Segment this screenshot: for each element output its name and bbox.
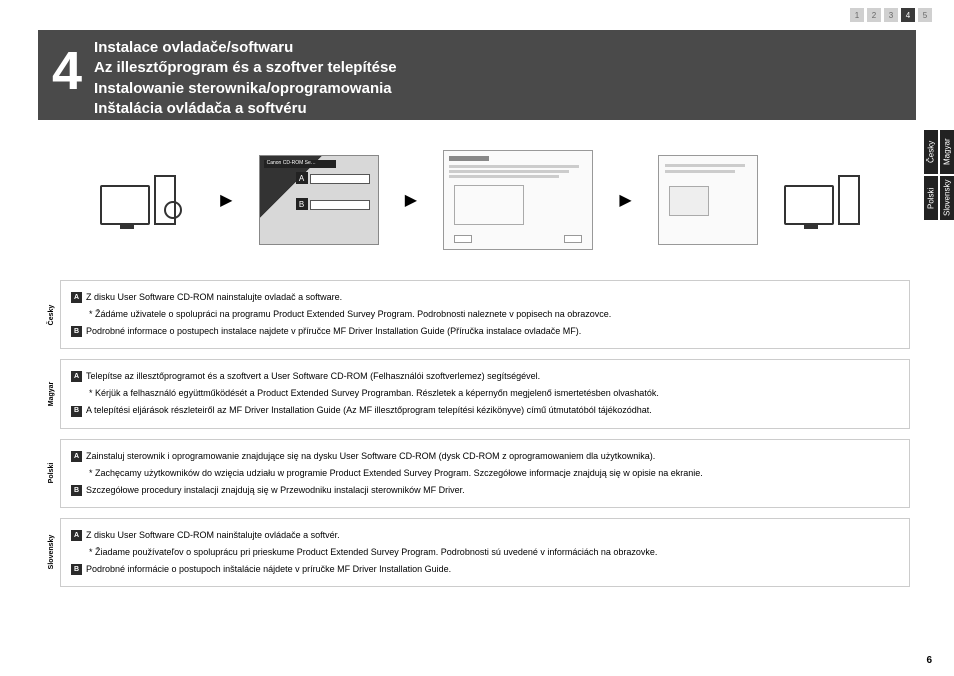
pc-icon (784, 175, 860, 225)
title-sk: Inštalácia ovládača a softvéru (94, 99, 397, 119)
section-header: 4 Instalace ovladače/softwaru Az illeszt… (38, 30, 916, 120)
note-text: * Žádáme uživatele o spolupráci na progr… (89, 306, 899, 323)
marker-a-icon: A (71, 292, 82, 303)
section-česky: ČeskyAZ disku User Software CD-ROM nains… (60, 280, 910, 349)
note-text: * Žiadame používateľov o spoluprácu pri … (89, 544, 899, 561)
text-b: A telepítési eljárások részleteiről az M… (86, 405, 652, 415)
marker-a-icon: A (71, 371, 82, 382)
lang-label: Slovensky (45, 535, 58, 570)
text-a: Z disku User Software CD-ROM nainstalujt… (86, 292, 342, 302)
section-titles: Instalace ovladače/softwaru Az illesztőp… (94, 38, 397, 119)
step-nav-3: 3 (884, 8, 898, 22)
step-nav-2: 2 (867, 8, 881, 22)
cdrom-setup-screenshot: Canon CD-ROM Se… A B (259, 155, 379, 245)
section-magyar: MagyarATelepítse az illesztőprogramot és… (60, 359, 910, 428)
marker-b-icon: B (71, 564, 82, 575)
note-text: * Zachęcamy użytkowników do wzięcia udzi… (89, 465, 899, 482)
marker-b-icon: B (71, 485, 82, 496)
marker-a-icon: A (71, 530, 82, 541)
title-pl: Instalowanie sterownika/oprogramowania (94, 79, 397, 99)
pc-with-cd-icon (100, 175, 194, 225)
step-nav-5: 5 (918, 8, 932, 22)
manual-screenshot (443, 150, 593, 250)
lang-label: Česky (45, 304, 58, 325)
text-a: Z disku User Software CD-ROM nainštalujt… (86, 530, 340, 540)
tab-polski: Polski (924, 176, 938, 220)
section-slovensky: SlovenskyAZ disku User Software CD-ROM n… (60, 518, 910, 587)
marker-a-icon: A (71, 451, 82, 462)
tab-cesky: Česky (924, 130, 938, 174)
step-nav: 12345 (850, 8, 932, 22)
driver-screenshot (658, 155, 758, 245)
tab-slovensky: Slovensky (940, 176, 954, 220)
lang-label: Magyar (45, 382, 58, 407)
title-hu: Az illesztőprogram és a szoftver telepít… (94, 58, 397, 78)
marker-b-icon: B (71, 406, 82, 417)
text-b: Podrobné informácie o postupoch inštalác… (86, 564, 451, 574)
step-nav-4: 4 (901, 8, 915, 22)
arrow-icon: ▶ (619, 190, 631, 210)
language-side-tabs: Česky Polski Magyar Slovensky (924, 130, 954, 220)
note-text: * Kérjük a felhasználó együttműködését a… (89, 385, 899, 402)
install-diagram: ▶ Canon CD-ROM Se… A B ▶ ▶ (100, 140, 860, 260)
tab-magyar: Magyar (940, 130, 954, 174)
text-b: Szczegółowe procedury instalacji znajduj… (86, 485, 465, 495)
text-a: Telepítse az illesztőprogramot és a szof… (86, 371, 540, 381)
instruction-sections: ČeskyAZ disku User Software CD-ROM nains… (60, 280, 910, 597)
marker-b-icon: B (296, 198, 308, 210)
arrow-icon: ▶ (405, 190, 417, 210)
marker-a-icon: A (296, 172, 308, 184)
arrow-icon: ▶ (220, 190, 232, 210)
lang-label: Polski (45, 463, 58, 484)
step-nav-1: 1 (850, 8, 864, 22)
section-polski: PolskiAZainstaluj sterownik i oprogramow… (60, 439, 910, 508)
title-cs: Instalace ovladače/softwaru (94, 38, 397, 58)
marker-b-icon: B (71, 326, 82, 337)
text-b: Podrobné informace o postupech instalace… (86, 326, 581, 336)
step-number: 4 (52, 44, 82, 98)
text-a: Zainstaluj sterownik i oprogramowanie zn… (86, 451, 655, 461)
page-number: 6 (926, 655, 932, 666)
